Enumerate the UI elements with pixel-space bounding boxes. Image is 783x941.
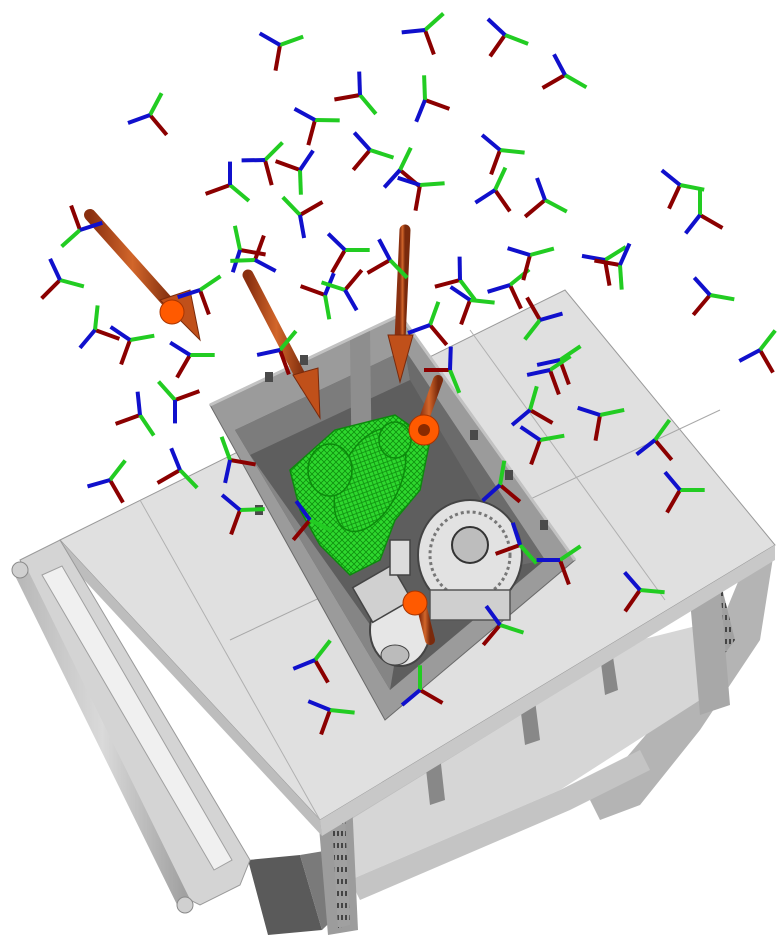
triad-axes-icon bbox=[577, 405, 625, 441]
triad-axes-icon bbox=[526, 354, 572, 396]
triad-axes-icon bbox=[635, 418, 674, 462]
triad-axes-icon bbox=[366, 238, 409, 280]
pick-marker[interactable] bbox=[402, 590, 428, 616]
triad-axes-icon bbox=[449, 285, 495, 326]
triad-axes-icon bbox=[738, 329, 777, 374]
triad-axes-icon bbox=[519, 425, 565, 466]
triad-axes-icon bbox=[241, 141, 284, 186]
triad-axes-icon bbox=[326, 232, 370, 274]
triad-axes-icon bbox=[86, 459, 127, 504]
triad-axes-icon bbox=[623, 570, 665, 613]
pick-marker[interactable] bbox=[159, 299, 185, 325]
triad-axes-icon bbox=[660, 168, 705, 210]
triad-axes-icon bbox=[156, 447, 199, 490]
approach-arrow[interactable] bbox=[242, 269, 321, 420]
triad-axes-icon bbox=[157, 380, 201, 424]
triad-axes-icon bbox=[40, 257, 85, 300]
triad-axes-icon bbox=[401, 12, 445, 56]
triad-axes-icon bbox=[594, 242, 632, 290]
triad-axes-icon bbox=[523, 296, 564, 341]
triad-axes-icon bbox=[407, 301, 449, 347]
triad-axes-icon bbox=[481, 460, 522, 504]
approach-arrow[interactable] bbox=[84, 209, 201, 342]
triad-axes-icon bbox=[334, 71, 378, 116]
triad-axes-icon bbox=[486, 17, 529, 58]
triad-axes-icon bbox=[510, 385, 554, 427]
triad-axes-icon bbox=[60, 204, 103, 248]
target-part-mesh[interactable] bbox=[289, 414, 431, 576]
triad-axes-icon bbox=[424, 346, 462, 394]
triad-axes-icon bbox=[320, 268, 364, 312]
triad-axes-icon bbox=[480, 133, 525, 176]
triad-axes-icon bbox=[109, 325, 155, 366]
triad-axes-icon bbox=[258, 31, 304, 71]
triad-axes-icon bbox=[481, 604, 525, 647]
triad-axes-icon bbox=[434, 256, 477, 301]
triad-axes-icon bbox=[474, 166, 512, 213]
triad-axes-icon bbox=[414, 75, 451, 123]
triad-axes-icon bbox=[541, 53, 588, 90]
triad-axes-icon bbox=[536, 544, 582, 586]
triad-axes-icon bbox=[293, 106, 340, 146]
triad-axes-icon bbox=[256, 329, 298, 376]
triad-axes-icon bbox=[169, 340, 215, 379]
triad-axes-icon bbox=[684, 190, 724, 235]
triad-axes-icon bbox=[494, 522, 538, 565]
triad-axes-icon bbox=[219, 436, 256, 484]
triad-axes-icon bbox=[299, 272, 336, 320]
triad-axes-icon bbox=[230, 234, 277, 273]
triad-axes-icon bbox=[78, 305, 121, 350]
grasp-pose-triads bbox=[40, 12, 777, 736]
triad-axes-icon bbox=[400, 665, 444, 707]
triad-axes-icon bbox=[292, 639, 332, 684]
triad-axes-icon bbox=[351, 131, 395, 172]
triad-axes-icon bbox=[507, 246, 555, 281]
triad-axes-icon bbox=[663, 470, 705, 514]
alternator-part[interactable] bbox=[417, 499, 523, 621]
triad-axes-icon bbox=[127, 92, 169, 137]
triad-axes-icon bbox=[307, 699, 355, 736]
triad-axes-icon bbox=[274, 149, 315, 195]
approach-arrows bbox=[84, 209, 443, 645]
triad-axes-icon bbox=[397, 175, 445, 211]
triad-axes-icon bbox=[281, 195, 324, 239]
triad-axes-icon bbox=[177, 274, 222, 316]
triad-axes-icon bbox=[204, 161, 251, 203]
triad-axes-icon bbox=[523, 177, 568, 219]
triad-axes-icon bbox=[220, 493, 265, 536]
triad-axes-icon bbox=[114, 391, 156, 437]
approach-arrow[interactable] bbox=[387, 224, 414, 384]
triad-axes-icon bbox=[691, 276, 735, 317]
triad-axes-icon bbox=[291, 499, 334, 542]
